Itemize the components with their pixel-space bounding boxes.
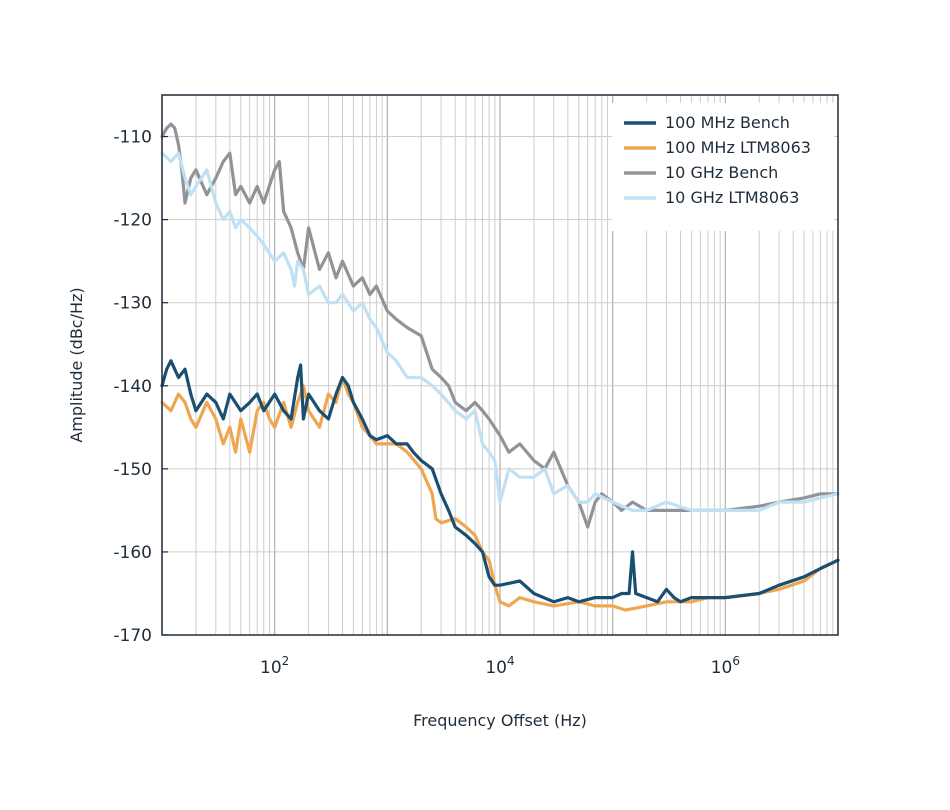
x-axis-ticks: 102 104 106 [260,654,740,678]
y-tick-label: -170 [113,626,152,646]
series-line-0 [160,359,840,604]
y-axis-ticks: -110 -120 -130 -140 -150 -160 -170 [113,128,168,646]
x-tick-label: 104 [485,654,514,678]
x-axis-label: Frequency Offset (Hz) [413,711,587,730]
y-axis-label: Amplitude (dBc/Hz) [67,287,86,442]
y-tick-label: -140 [113,377,152,397]
y-tick-label: -160 [113,543,152,563]
legend-entry: 10 GHz Bench [665,163,778,182]
series-lines [160,122,840,612]
x-tick-label: 106 [711,654,740,678]
legend-entry: 100 MHz Bench [665,113,790,132]
y-tick-label: -150 [113,460,152,480]
x-tick-label: 102 [260,654,289,678]
legend-entry: 100 MHz LTM8063 [665,138,811,157]
series-line-3 [160,151,840,512]
legend: 100 MHz Bench 100 MHz LTM8063 10 GHz Bench… [612,103,834,231]
y-tick-label: -110 [113,128,152,148]
y-tick-label: -130 [113,294,152,314]
plot-area-frame [161,94,839,636]
series-line-2 [160,122,840,529]
legend-entry: 10 GHz LTM8063 [665,188,799,207]
y-tick-label: -120 [113,211,152,231]
series-line-1 [160,375,840,612]
